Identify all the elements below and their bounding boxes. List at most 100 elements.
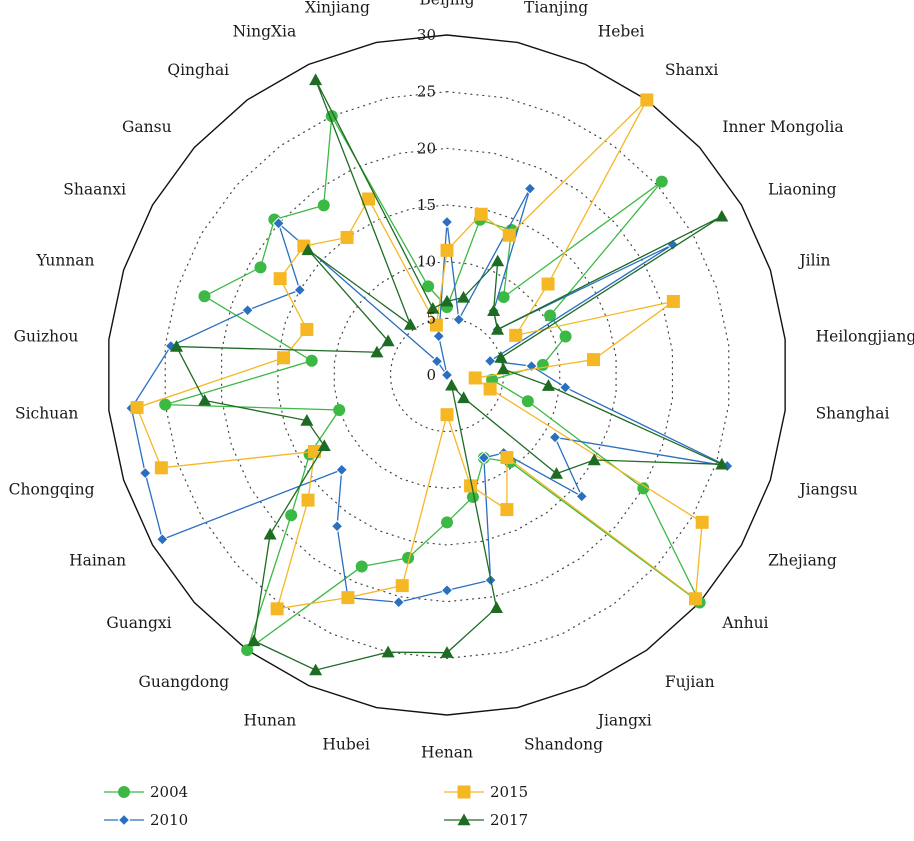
point-2004-29 — [422, 280, 435, 293]
category-label-jilin: Jilin — [797, 251, 830, 269]
point-2010-26 — [272, 217, 285, 230]
point-2015-17 — [341, 591, 355, 605]
point-2015-3 — [640, 93, 654, 107]
tick-label-30: 30 — [417, 26, 436, 44]
point-2015-28 — [362, 192, 376, 206]
point-2017-25 — [381, 334, 395, 347]
category-label-sichuan: Sichuan — [15, 405, 78, 423]
point-2017-6 — [494, 350, 508, 363]
point-2015-8 — [468, 371, 482, 385]
category-label-liaoning: Liaoning — [768, 181, 837, 199]
point-2017-29 — [426, 301, 440, 314]
point-2004-25 — [254, 261, 267, 274]
category-label-shanghai: Shanghai — [816, 405, 890, 423]
point-2010-27 — [430, 355, 444, 368]
point-2017-12 — [457, 391, 471, 404]
point-2015-10 — [695, 515, 709, 529]
category-label-henan: Henan — [421, 744, 473, 762]
legend-label: 2010 — [150, 811, 189, 829]
point-2017-1 — [456, 290, 470, 303]
point-2015-11 — [688, 592, 702, 606]
category-label-beijing: Beijing — [419, 0, 474, 8]
point-2017-22 — [198, 393, 212, 406]
point-2010-25 — [293, 283, 306, 297]
legend-marker-2010 — [117, 813, 131, 827]
point-2015-15 — [440, 408, 454, 422]
tick-label-15: 15 — [417, 196, 436, 214]
point-2010-15 — [440, 584, 454, 597]
legend-label: 2017 — [490, 811, 529, 829]
series-line-2010 — [130, 188, 728, 603]
point-2017-8 — [541, 379, 555, 391]
legend-swatch-2010 — [104, 813, 144, 827]
legend-marker-2015 — [457, 785, 471, 799]
point-2015-23 — [277, 351, 291, 365]
point-2004-24 — [198, 290, 211, 303]
category-label-fujian: Fujian — [665, 673, 715, 691]
point-2017-20 — [317, 439, 331, 452]
point-2015-19 — [301, 493, 315, 507]
category-label-hebei: Hebei — [598, 22, 645, 40]
point-2010-29 — [432, 329, 445, 343]
point-2015-13 — [500, 503, 514, 517]
category-label-guangdong: Guangdong — [138, 673, 229, 691]
category-label-qinghai: Qinghai — [167, 61, 229, 79]
point-2015-7 — [587, 353, 601, 367]
point-2010-19 — [335, 463, 348, 477]
point-2017-10 — [587, 453, 601, 466]
point-2004-5 — [544, 309, 557, 322]
point-2015-21 — [154, 461, 168, 475]
point-2010-20 — [156, 533, 169, 546]
point-2015-27 — [340, 230, 354, 244]
category-label-shaanxi: Shaanxi — [63, 181, 126, 199]
point-2004-6 — [559, 330, 572, 343]
point-2017-9 — [715, 457, 729, 470]
point-2004-16 — [402, 551, 415, 564]
outer-frame — [108, 34, 786, 716]
point-2004-21 — [333, 404, 346, 417]
category-label-chongqing: Chongqing — [9, 481, 95, 499]
point-2017-11 — [549, 467, 563, 479]
point-2017-18 — [247, 634, 261, 647]
point-2017-7 — [496, 362, 510, 375]
point-2017-21 — [300, 414, 314, 426]
point-2010-28 — [440, 368, 454, 382]
point-2015-24 — [300, 322, 314, 336]
series-layer — [125, 73, 734, 676]
point-2015-16 — [395, 579, 409, 593]
point-2015-2 — [502, 228, 516, 242]
legend-item-2004: 2004 — [104, 782, 188, 802]
point-2015-6 — [666, 294, 680, 308]
point-2010-1 — [452, 313, 465, 326]
point-2015-29 — [429, 318, 443, 332]
point-2004-3 — [497, 291, 510, 304]
tick-label-25: 25 — [417, 83, 436, 101]
point-2015-14 — [464, 479, 478, 493]
point-2017-3 — [487, 304, 501, 317]
point-2004-9 — [521, 395, 534, 408]
tick-label-5: 5 — [426, 309, 436, 327]
category-label-hunan: Hunan — [244, 712, 297, 730]
point-2017-23 — [169, 340, 183, 352]
point-2015-22 — [130, 401, 144, 415]
legend-item-2017: 2017 — [444, 810, 528, 830]
point-2015-18 — [270, 602, 284, 616]
category-label-anhui: Anhui — [721, 614, 768, 632]
legend-swatch-2004 — [104, 786, 144, 798]
point-2010-13 — [477, 451, 491, 465]
series-2017 — [169, 73, 729, 676]
point-2017-28 — [309, 73, 323, 86]
point-2004-18 — [241, 644, 254, 657]
point-2015-5 — [509, 328, 523, 342]
point-2010-11 — [575, 490, 588, 503]
point-2004-23 — [305, 354, 318, 367]
tick-label-10: 10 — [417, 253, 436, 271]
point-2004-19 — [285, 509, 298, 522]
point-2004-27 — [317, 199, 330, 212]
point-2004-10 — [637, 482, 650, 495]
category-label-inner-mongolia: Inner Mongolia — [722, 118, 843, 136]
series-2010 — [125, 182, 734, 609]
legend-marker-2017 — [457, 813, 471, 826]
tick-label-20: 20 — [417, 139, 436, 157]
